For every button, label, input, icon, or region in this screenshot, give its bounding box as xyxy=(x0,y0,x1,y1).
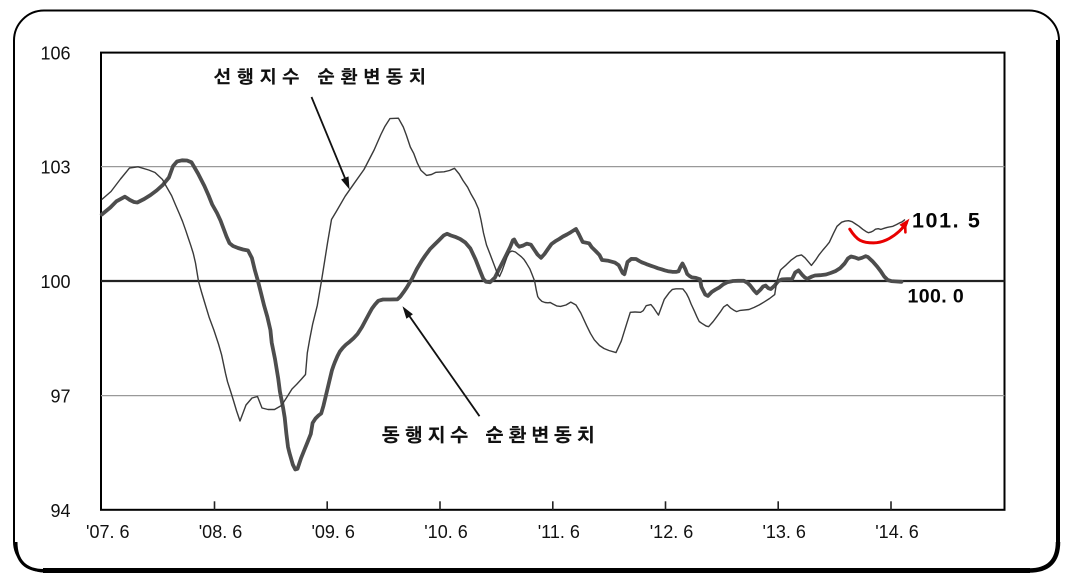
svg-text:'14. 6: '14. 6 xyxy=(875,522,918,542)
svg-text:'09. 6: '09. 6 xyxy=(311,522,354,542)
svg-text:103: 103 xyxy=(40,158,70,178)
svg-text:'10. 6: '10. 6 xyxy=(424,522,467,542)
svg-text:100: 100 xyxy=(40,272,70,292)
svg-text:94: 94 xyxy=(50,501,70,521)
svg-text:'11. 6: '11. 6 xyxy=(538,522,580,542)
svg-text:101. 5: 101. 5 xyxy=(912,208,981,232)
svg-text:100. 0: 100. 0 xyxy=(908,285,965,307)
svg-text:'07. 6: '07. 6 xyxy=(86,522,129,542)
svg-text:106: 106 xyxy=(40,44,70,64)
svg-text:'08. 6: '08. 6 xyxy=(199,522,242,542)
svg-text:'12. 6: '12. 6 xyxy=(650,522,693,542)
svg-text:'13. 6: '13. 6 xyxy=(762,522,805,542)
svg-text:97: 97 xyxy=(50,387,70,407)
